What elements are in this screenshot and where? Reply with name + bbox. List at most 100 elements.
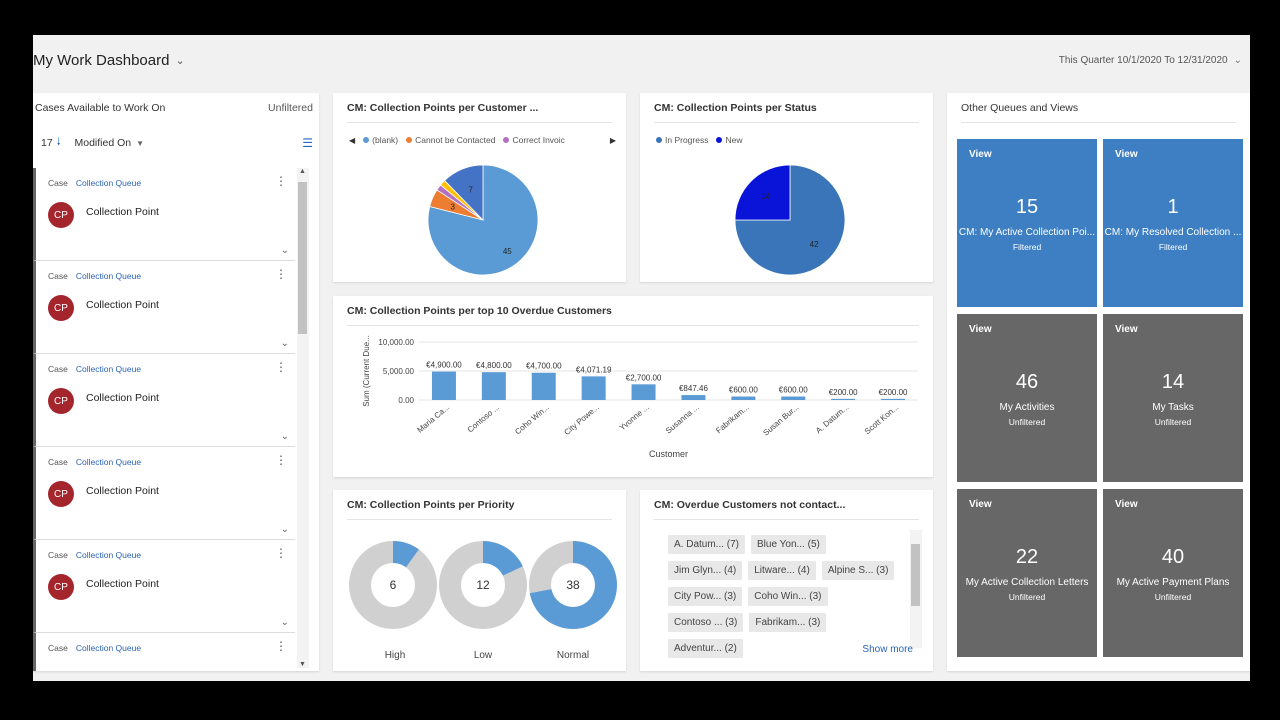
avatar: CP bbox=[48, 481, 74, 507]
bar[interactable] bbox=[581, 376, 606, 400]
more-options-icon[interactable]: ⋮ bbox=[275, 546, 287, 560]
case-name[interactable]: Collection Point bbox=[86, 206, 159, 218]
legend-item[interactable]: In Progress bbox=[656, 135, 708, 145]
pie-slice[interactable] bbox=[734, 164, 791, 221]
customer-tag[interactable]: Contoso ... (3) bbox=[668, 613, 744, 632]
list-item[interactable]: Case Collection Queue ⋮ CP Collection Point ⌄ bbox=[33, 261, 295, 354]
bar[interactable] bbox=[681, 395, 706, 400]
bar-chart-overdue[interactable]: Sum (Current Due... 10,000.00 5,000.00 0.00… bbox=[333, 332, 933, 477]
scroll-up-icon[interactable]: ▲ bbox=[299, 168, 306, 175]
donut-segment[interactable] bbox=[529, 541, 617, 629]
expand-icon[interactable]: ⌄ bbox=[280, 524, 289, 535]
pie-slice[interactable] bbox=[444, 164, 484, 221]
chart-legend: ◀ (blank) Cannot be Contacted Correct In… bbox=[333, 123, 626, 145]
legend-item[interactable]: Cannot be Contacted bbox=[406, 135, 495, 145]
legend-item[interactable]: Correct Invoic bbox=[503, 135, 565, 145]
expand-icon[interactable]: ⌄ bbox=[280, 338, 289, 349]
bar-value-label: €200.00 bbox=[829, 388, 858, 397]
period-label: This Quarter 10/1/2020 To 12/31/2020 bbox=[1058, 54, 1228, 66]
bar[interactable] bbox=[831, 398, 856, 400]
x-tick-label: City Powe... bbox=[562, 403, 600, 437]
scroll-thumb[interactable] bbox=[298, 182, 307, 334]
tags-scrollbar[interactable] bbox=[910, 530, 922, 648]
tile-filter: Filtered bbox=[1012, 242, 1042, 252]
list-scrollbar[interactable]: ▲ ▼ bbox=[297, 168, 309, 668]
avatar: CP bbox=[48, 388, 74, 414]
customer-tag[interactable]: Fabrikam... (3) bbox=[749, 613, 827, 632]
queue-link[interactable]: Collection Queue bbox=[75, 364, 142, 374]
list-item[interactable]: Case Collection Queue ⋮ bbox=[33, 633, 295, 671]
bar[interactable] bbox=[631, 384, 656, 400]
tile-label: My Tasks bbox=[1152, 402, 1194, 413]
queue-link[interactable]: Collection Queue bbox=[75, 271, 142, 281]
sort-field[interactable]: Modified On bbox=[74, 137, 132, 149]
customer-tag[interactable]: City Pow... (3) bbox=[668, 587, 743, 606]
bar[interactable] bbox=[481, 372, 506, 400]
avatar: CP bbox=[48, 574, 74, 600]
dashboard-selector[interactable]: My Work Dashboard ⌄ bbox=[33, 52, 185, 69]
chart-card-not-contacted: CM: Overdue Customers not contact... A. … bbox=[640, 490, 933, 671]
bar-value-label: €2,700.00 bbox=[626, 373, 662, 382]
pie-slice-label: 7 bbox=[468, 185, 473, 194]
queue-tile[interactable]: View 1 CM: My Resolved Collection ... Filte… bbox=[1103, 139, 1243, 307]
more-options-icon[interactable]: ⋮ bbox=[275, 174, 287, 188]
bar[interactable] bbox=[881, 398, 906, 400]
bar[interactable] bbox=[731, 396, 756, 400]
sort-direction-icon[interactable]: 🠓 bbox=[56, 136, 61, 148]
list-item[interactable]: Case Collection Queue ⋮ CP Collection Point ⌄ bbox=[33, 354, 295, 447]
expand-icon[interactable]: ⌄ bbox=[280, 431, 289, 442]
queue-link[interactable]: Collection Queue bbox=[75, 550, 142, 560]
expand-icon[interactable]: ⌄ bbox=[280, 617, 289, 628]
legend-item[interactable]: (blank) bbox=[363, 135, 398, 145]
queue-link[interactable]: Collection Queue bbox=[75, 178, 142, 188]
dashboard-window: My Work Dashboard ⌄ This Quarter 10/1/20… bbox=[33, 35, 1250, 681]
pie-chart-status[interactable]: 42 14 bbox=[640, 145, 933, 285]
expand-icon[interactable]: ⌄ bbox=[280, 245, 289, 256]
chevron-down-icon[interactable]: ▼ bbox=[136, 138, 145, 148]
queue-tile[interactable]: View 46 My Activities Unfiltered bbox=[957, 314, 1097, 482]
chart-card-per-customer: CM: Collection Points per Customer ... ◀… bbox=[333, 93, 626, 282]
case-name[interactable]: Collection Point bbox=[86, 485, 159, 497]
legend-next-icon[interactable]: ▶ bbox=[609, 135, 616, 145]
list-item[interactable]: Case Collection Queue ⋮ CP Collection Point ⌄ bbox=[33, 447, 295, 540]
queue-tile[interactable]: View 40 My Active Payment Plans Unfiltered bbox=[1103, 489, 1243, 657]
x-tick-label: Susanna ... bbox=[664, 403, 701, 436]
case-name[interactable]: Collection Point bbox=[86, 392, 159, 404]
more-options-icon[interactable]: ⋮ bbox=[275, 360, 287, 374]
legend-item[interactable]: New bbox=[716, 135, 742, 145]
more-options-icon[interactable]: ⋮ bbox=[275, 639, 287, 653]
customer-tag[interactable]: A. Datum... (7) bbox=[668, 535, 746, 554]
bar[interactable] bbox=[531, 372, 556, 400]
more-options-icon[interactable]: ⋮ bbox=[275, 267, 287, 281]
list-item[interactable]: Case Collection Queue ⋮ CP Collection Point ⌄ bbox=[33, 540, 295, 633]
queue-tile[interactable]: View 15 CM: My Active Collection Poi... Fil… bbox=[957, 139, 1097, 307]
bar[interactable] bbox=[431, 371, 456, 400]
donut-segment[interactable] bbox=[483, 541, 523, 576]
case-name[interactable]: Collection Point bbox=[86, 578, 159, 590]
queue-link[interactable]: Collection Queue bbox=[75, 457, 142, 467]
queue-tile[interactable]: View 14 My Tasks Unfiltered bbox=[1103, 314, 1243, 482]
customer-tag[interactable]: Blue Yon... (5) bbox=[751, 535, 826, 554]
customer-tag[interactable]: Litware... (4) bbox=[748, 561, 816, 580]
donut-chart-priority[interactable]: 6 High 12 Low 38 Normal bbox=[333, 526, 626, 671]
bar[interactable] bbox=[781, 396, 806, 400]
legend-prev-icon[interactable]: ◀ bbox=[349, 135, 356, 145]
scroll-down-icon[interactable]: ▼ bbox=[299, 661, 306, 668]
list-item[interactable]: Case Collection Queue ⋮ CP Collection Point ⌄ bbox=[33, 168, 295, 261]
customer-tag[interactable]: Adventur... (2) bbox=[668, 639, 743, 658]
show-more-link[interactable]: Show more bbox=[862, 644, 913, 655]
more-options-icon[interactable]: ⋮ bbox=[275, 453, 287, 467]
donut-segment[interactable] bbox=[393, 541, 419, 568]
case-name[interactable]: Collection Point bbox=[86, 299, 159, 311]
queue-tile[interactable]: View 22 My Active Collection Letters Unfilt… bbox=[957, 489, 1097, 657]
pie-chart-customer[interactable]: 45 3 7 bbox=[333, 145, 626, 285]
customer-tag[interactable]: Jim Glyn... (4) bbox=[668, 561, 743, 580]
view-options-icon[interactable]: ☰ bbox=[302, 136, 313, 150]
tile-count: 22 bbox=[1015, 546, 1039, 568]
period-selector[interactable]: This Quarter 10/1/2020 To 12/31/2020 ⌄ bbox=[1059, 55, 1242, 66]
queue-link[interactable]: Collection Queue bbox=[75, 643, 142, 653]
scroll-thumb[interactable] bbox=[911, 544, 920, 606]
queues-title: Other Queues and Views bbox=[961, 102, 1079, 114]
customer-tag[interactable]: Coho Win... (3) bbox=[748, 587, 828, 606]
customer-tag[interactable]: Alpine S... (3) bbox=[821, 561, 895, 580]
